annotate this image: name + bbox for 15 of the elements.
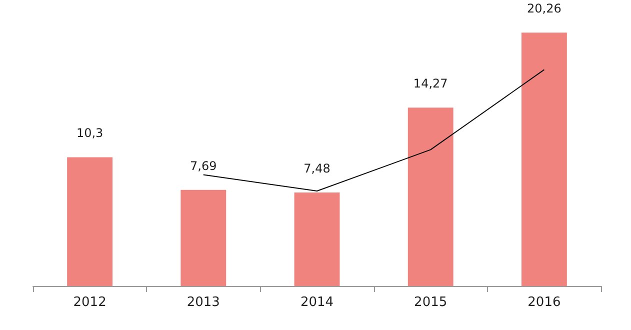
data-label: 20,26 [527,2,562,16]
data-label: 14,27 [413,76,448,91]
bar [67,157,113,286]
x-tick-label: 2016 [528,295,561,310]
x-tick-label: 2012 [73,295,106,310]
bar [180,190,226,286]
x-tick-label: 2013 [186,295,220,310]
data-label: 7,48 [304,161,330,176]
data-label: 10,3 [76,126,104,140]
x-tick-label: 2014 [300,295,334,310]
data-label: 7,69 [190,158,217,173]
bar [294,192,340,286]
bar [521,32,567,286]
x-tick-label: 2015 [414,295,448,310]
bar [408,108,454,286]
